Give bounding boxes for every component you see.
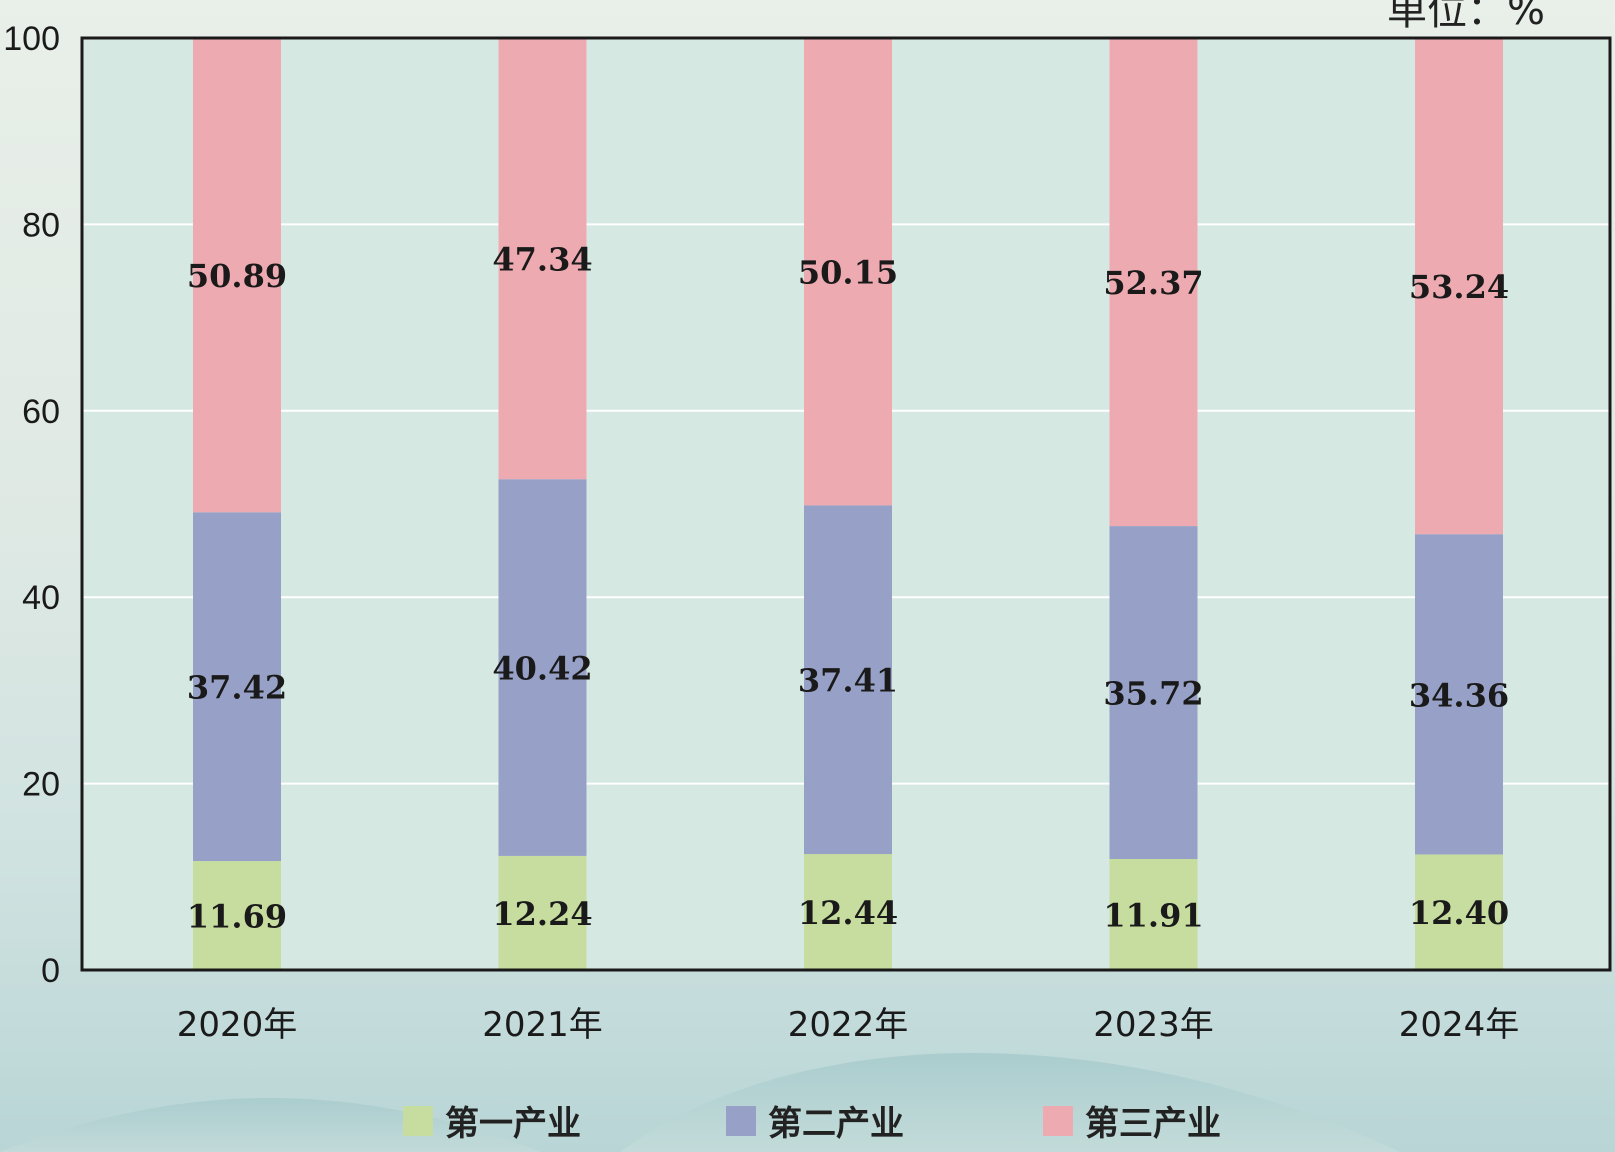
bar-tertiary-4 xyxy=(1415,38,1503,535)
legend-label-tertiary: 第三产业 xyxy=(1085,1104,1221,1144)
bar-primary-1 xyxy=(498,855,587,970)
data-label-primary-4: 12.40 xyxy=(1409,894,1509,932)
data-label-tertiary-4: 53.24 xyxy=(1409,268,1509,306)
axes xyxy=(80,36,1612,972)
x-tick-label: 2022年 xyxy=(788,1005,909,1045)
legend-label-primary: 第一产业 xyxy=(445,1104,581,1144)
x-tick-label: 2023年 xyxy=(1093,1005,1214,1045)
y-tick-label: 80 xyxy=(22,206,60,244)
bar-primary-4 xyxy=(1415,854,1503,970)
bar-primary-3 xyxy=(1109,858,1198,970)
bar-tertiary-3 xyxy=(1109,38,1198,527)
bar-tertiary-0 xyxy=(193,38,281,513)
data-label-tertiary-0: 50.89 xyxy=(187,257,287,295)
plot-border xyxy=(80,36,1612,972)
data-label-secondary-2: 37.41 xyxy=(798,662,898,700)
data-label-secondary-4: 34.36 xyxy=(1409,676,1509,714)
legend-swatch-tertiary xyxy=(1043,1105,1073,1136)
data-label-primary-2: 12.44 xyxy=(798,894,898,932)
legend-item-secondary: 第二产业 xyxy=(726,1096,904,1145)
x-tick-label: 2020年 xyxy=(177,1005,298,1045)
y-tick-label: 20 xyxy=(22,766,60,804)
bar-secondary-4 xyxy=(1415,534,1503,855)
bar-secondary-2 xyxy=(804,505,892,855)
y-axis-ticks: 0 20 40 60 80 100 xyxy=(3,20,60,990)
legend-label-secondary: 第二产业 xyxy=(768,1104,904,1144)
bar-primary-0 xyxy=(193,861,281,970)
data-label-primary-0: 11.69 xyxy=(187,898,287,936)
data-label-primary-1: 12.24 xyxy=(492,895,592,933)
legend-item-tertiary: 第三产业 xyxy=(1043,1096,1221,1145)
y-tick-label: 100 xyxy=(3,20,60,58)
data-label-primary-3: 11.91 xyxy=(1103,896,1203,934)
bar-tertiary-1 xyxy=(498,38,587,480)
data-labels: 11.69 37.42 50.89 12.24 40.42 47.34 12.44 37.41… xyxy=(187,241,1509,936)
x-tick-label: 2024年 xyxy=(1399,1005,1520,1045)
bar-secondary-3 xyxy=(1109,526,1198,859)
legend-swatch-primary xyxy=(403,1105,433,1136)
data-label-secondary-3: 35.72 xyxy=(1103,675,1203,713)
data-label-tertiary-2: 50.15 xyxy=(798,254,898,292)
bar-secondary-1 xyxy=(498,479,587,856)
bar-primary-2 xyxy=(804,854,892,970)
data-label-tertiary-3: 52.37 xyxy=(1103,264,1203,302)
legend-swatch-secondary xyxy=(726,1105,756,1136)
legend: 第一产业 第二产业 第三产业 xyxy=(0,1096,1615,1144)
data-label-tertiary-1: 47.34 xyxy=(492,241,592,279)
y-tick-label: 0 xyxy=(41,952,60,990)
x-tick-label: 2021年 xyxy=(482,1005,603,1045)
bars xyxy=(193,38,1503,970)
x-axis-ticks: 2020年 2021年 2022年 2023年 2024年 xyxy=(177,1005,1520,1045)
bar-secondary-0 xyxy=(193,512,281,862)
bar-tertiary-2 xyxy=(804,38,892,506)
y-tick-label: 40 xyxy=(22,579,60,617)
legend-item-primary: 第一产业 xyxy=(403,1096,581,1145)
data-label-secondary-0: 37.42 xyxy=(187,669,287,707)
data-label-secondary-1: 40.42 xyxy=(492,650,592,688)
unit-label: 单位：% xyxy=(1386,0,1545,34)
y-tick-label: 60 xyxy=(22,393,60,431)
